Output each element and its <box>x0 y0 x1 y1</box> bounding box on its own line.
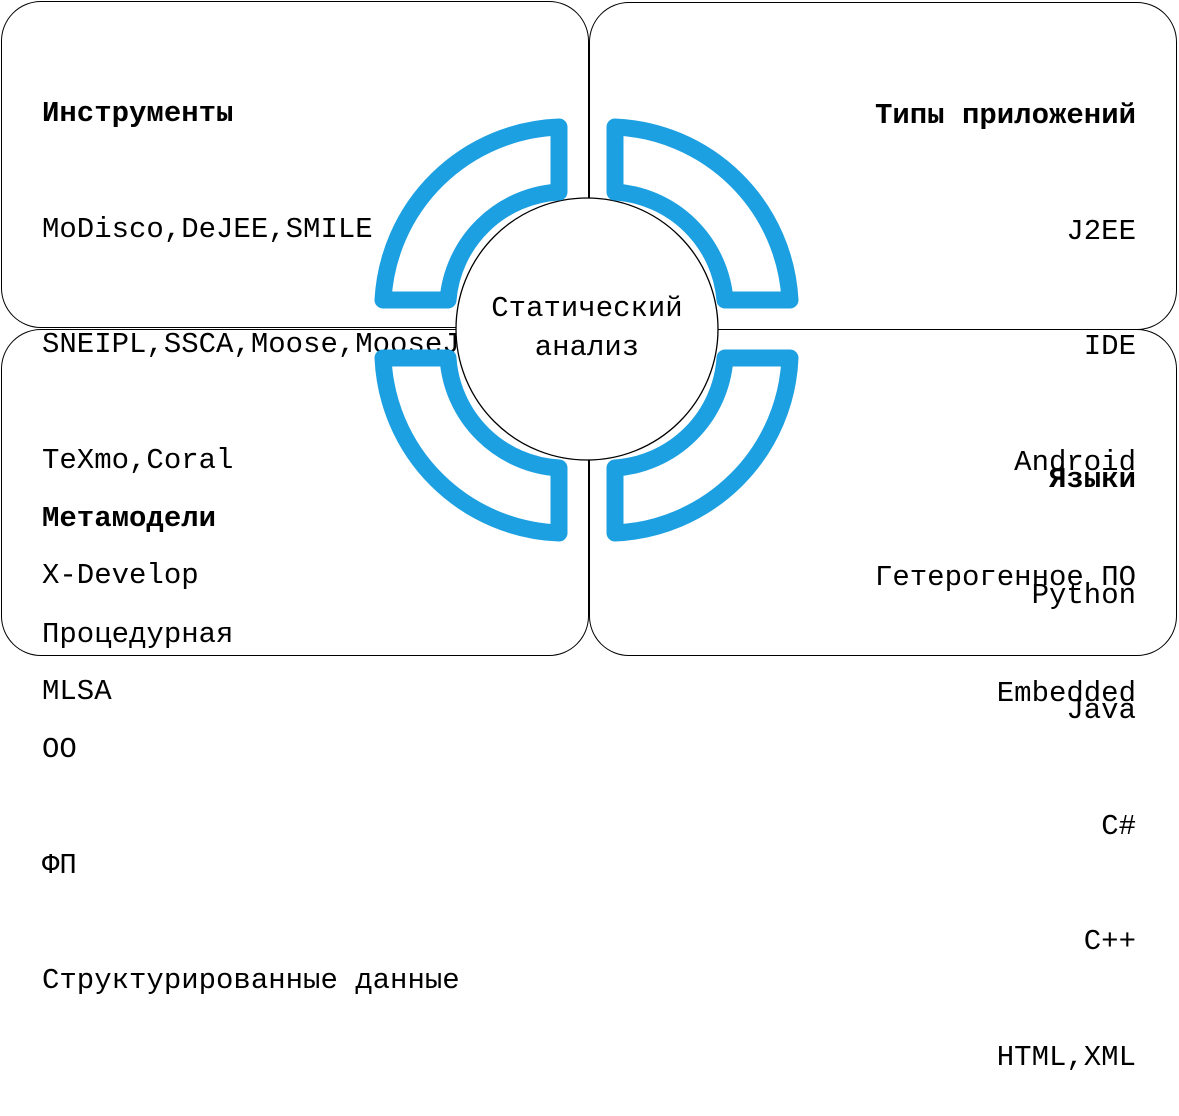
ring-segment-bottom-right <box>606 349 799 542</box>
tools-title: Инструменты <box>42 97 234 130</box>
tools-item: X-Develop <box>42 559 199 592</box>
app-types-item: Гетерогенное ПО <box>874 561 1136 594</box>
languages-item: HTML,XML <box>996 1040 1136 1074</box>
metamodels-item: ОО <box>42 733 77 766</box>
languages-item: Python <box>1031 578 1136 612</box>
languages-item: Java <box>1066 694 1136 727</box>
app-types-item: IDE <box>1083 330 1136 363</box>
metamodels-item: Процедурная <box>42 617 234 651</box>
metamodels-title: Метамодели <box>42 502 217 535</box>
cycle-ring-graphic <box>374 118 799 542</box>
languages-title: Языки <box>1048 463 1136 496</box>
center-label-line2: анализ <box>534 330 640 364</box>
center-label-line1: Статический <box>491 292 683 325</box>
languages-item: C++ <box>1083 925 1136 958</box>
ring-segment-top-left <box>374 118 568 309</box>
ring-segment-bottom-left <box>374 349 568 542</box>
ring-segment-top-right <box>606 118 799 309</box>
metamodels-item: ФП <box>42 848 77 882</box>
languages-item: C# <box>1101 809 1136 843</box>
tools-item: TeXmo,Coral <box>42 443 234 477</box>
app-types-item: J2EE <box>1066 214 1136 248</box>
app-types-item: Android <box>1014 445 1136 479</box>
metamodels-item: Структурированные данные <box>42 964 460 997</box>
center-circle <box>455 197 719 461</box>
center-label: Статический анализ <box>455 290 719 367</box>
app-types-title: Типы приложений <box>874 99 1136 132</box>
app-types-text: Типы приложений J2EE IDE Android Гетерог… <box>875 20 1136 752</box>
tools-item: MoDisco,DeJEE,SMILE <box>42 212 373 246</box>
